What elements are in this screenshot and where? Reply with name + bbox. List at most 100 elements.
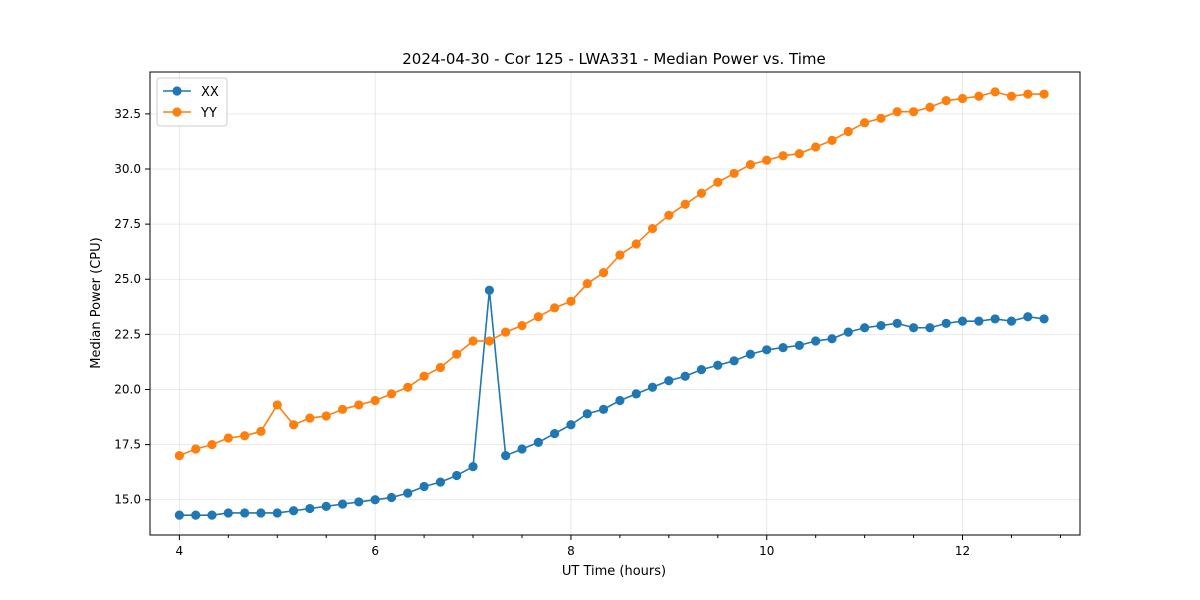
- data-point-xx: [354, 497, 364, 507]
- data-point-xx: [207, 510, 217, 520]
- y-tick-label: 30.0: [114, 162, 141, 176]
- data-point-yy: [501, 327, 511, 337]
- data-point-yy: [240, 431, 250, 441]
- data-point-xx: [582, 409, 592, 419]
- data-point-yy: [696, 188, 707, 198]
- data-point-yy: [305, 413, 315, 423]
- data-point-xx: [240, 508, 250, 518]
- data-point-xx: [533, 437, 543, 447]
- data-point-xx: [566, 420, 576, 430]
- legend-item-yy: YY: [163, 106, 217, 121]
- data-point-xx: [778, 342, 788, 353]
- series-line-yy: [179, 91, 1045, 457]
- chart-title: 2024-04-30 - Cor 125 - LWA331 - Median P…: [402, 50, 826, 68]
- data-point-xx: [468, 462, 478, 472]
- data-point-yy: [582, 279, 592, 289]
- x-axis-title: UT Time (hours): [562, 564, 666, 579]
- data-point-xx: [696, 365, 707, 375]
- data-point-yy: [941, 96, 951, 106]
- data-point-yy: [762, 155, 772, 165]
- series-yy: [174, 87, 1049, 461]
- data-point-yy: [713, 177, 723, 187]
- data-point-yy: [990, 87, 1000, 97]
- series-xx: [174, 285, 1049, 520]
- data-point-yy: [419, 371, 429, 381]
- y-tick-label: 32.5: [114, 107, 141, 121]
- data-point-yy: [549, 303, 560, 313]
- grid: [150, 72, 1080, 535]
- data-point-yy: [1039, 89, 1049, 99]
- data-point-xx: [435, 477, 446, 487]
- x-tick-label: 10: [759, 544, 774, 558]
- data-point-yy: [908, 107, 919, 117]
- y-tick-label: 17.5: [114, 438, 141, 452]
- data-point-xx: [615, 395, 625, 406]
- data-point-yy: [843, 126, 853, 137]
- data-point-yy: [876, 113, 886, 123]
- y-tick-label: 20.0: [114, 382, 141, 396]
- data-point-yy: [827, 135, 837, 145]
- data-point-yy: [370, 395, 380, 406]
- data-point-yy: [207, 440, 217, 450]
- data-point-xx: [745, 349, 755, 359]
- data-point-xx: [305, 503, 315, 514]
- data-point-yy: [517, 320, 527, 331]
- data-point-yy: [289, 420, 299, 430]
- data-point-yy: [1006, 91, 1017, 101]
- data-point-xx: [974, 316, 984, 326]
- data-point-yy: [484, 336, 495, 346]
- axis-ticks: 4 6 8 10 12 15.0 17.5 20.0 22.5 25.0 27.5 30.0 32.5: [114, 107, 1061, 558]
- data-point-xx: [908, 323, 919, 333]
- data-point-yy: [647, 223, 658, 234]
- legend-item-xx: XX: [163, 85, 219, 100]
- data-point-yy: [957, 93, 968, 104]
- data-point-yy: [1023, 89, 1033, 99]
- data-point-yy: [631, 239, 641, 249]
- data-point-yy: [794, 148, 804, 159]
- data-point-xx: [1023, 312, 1033, 322]
- data-point-xx: [517, 444, 527, 454]
- data-point-xx: [794, 340, 804, 350]
- data-point-xx: [501, 451, 511, 461]
- data-point-yy: [729, 168, 739, 179]
- data-point-xx: [403, 488, 413, 498]
- data-point-xx: [925, 323, 935, 333]
- data-point-xx: [223, 508, 233, 518]
- legend-label-xx: XX: [201, 85, 219, 100]
- data-point-yy: [533, 312, 543, 322]
- data-point-xx: [729, 356, 739, 366]
- data-point-xx: [1006, 316, 1017, 326]
- data-point-xx: [811, 336, 821, 346]
- data-point-xx: [484, 285, 495, 295]
- y-tick-label: 25.0: [114, 272, 141, 286]
- data-point-yy: [664, 210, 674, 220]
- legend-marker-yy: [172, 107, 182, 117]
- data-point-yy: [811, 142, 821, 152]
- data-point-xx: [762, 345, 772, 355]
- data-point-xx: [664, 376, 674, 386]
- legend: XX YY: [156, 77, 228, 127]
- data-point-xx: [256, 508, 266, 518]
- data-point-yy: [354, 400, 364, 410]
- data-point-xx: [827, 334, 837, 344]
- data-point-yy: [615, 250, 625, 260]
- data-point-yy: [680, 199, 690, 209]
- data-point-xx: [990, 314, 1000, 324]
- data-point-xx: [549, 428, 560, 439]
- data-point-yy: [468, 336, 478, 346]
- data-point-xx: [892, 318, 902, 328]
- data-point-xx: [272, 508, 282, 518]
- data-point-yy: [860, 118, 870, 128]
- data-point-yy: [745, 160, 755, 170]
- y-tick-label: 22.5: [114, 327, 141, 341]
- data-point-yy: [892, 107, 902, 117]
- data-point-yy: [974, 91, 984, 101]
- data-point-xx: [941, 318, 951, 328]
- data-point-yy: [435, 362, 446, 373]
- data-point-xx: [321, 501, 331, 511]
- data-point-yy: [337, 404, 348, 414]
- data-point-yy: [386, 389, 397, 399]
- data-point-yy: [256, 426, 266, 436]
- data-point-yy: [778, 151, 788, 161]
- legend-label-yy: YY: [200, 106, 217, 121]
